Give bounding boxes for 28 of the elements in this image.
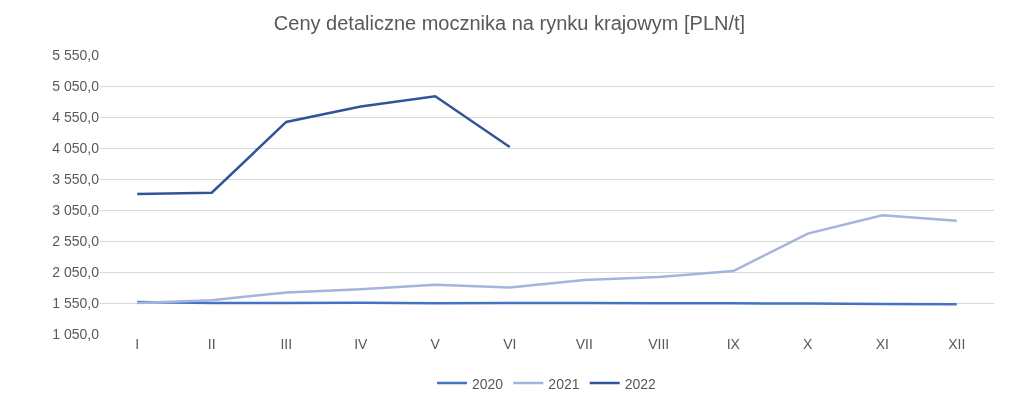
chart-title: Ceny detaliczne mocznika na rynku krajowym [PLN/t]	[273, 12, 746, 35]
x-tick-label: V	[430, 336, 441, 352]
y-tick-label: 2 550,0	[52, 232, 100, 249]
line-series	[136, 94, 511, 196]
x-tick-label: III	[280, 336, 293, 352]
y-tick-label: 3 050,0	[52, 201, 100, 218]
legend-label: 2022	[624, 375, 657, 392]
y-tick-label: 4 050,0	[52, 139, 100, 156]
y-tick-label: 2 050,0	[52, 263, 100, 280]
y-tick-label: 4 550,0	[52, 108, 100, 125]
line-series	[136, 214, 958, 305]
x-tick-label: IV	[354, 336, 369, 352]
x-tick-label: VI	[503, 336, 517, 352]
x-tick-label: XI	[875, 336, 889, 352]
y-tick-label: 1 050,0	[52, 325, 100, 342]
y-tick-label: 3 550,0	[52, 170, 100, 187]
y-tick-label: 5 050,0	[52, 77, 100, 94]
legend-label: 2021	[548, 375, 580, 392]
y-tick-label: 5 550,0	[52, 46, 100, 63]
x-tick-label: XII	[948, 336, 966, 352]
y-tick-label: 1 550,0	[52, 294, 100, 311]
x-tick-label: II	[207, 336, 216, 352]
x-tick-label: VII	[575, 336, 593, 352]
x-tick-label: I	[135, 336, 140, 352]
legend-label: 2020	[472, 375, 504, 392]
x-tick-label: X	[803, 336, 814, 352]
x-tick-label: IX	[726, 336, 741, 352]
x-tick-label: VIII	[648, 336, 670, 352]
